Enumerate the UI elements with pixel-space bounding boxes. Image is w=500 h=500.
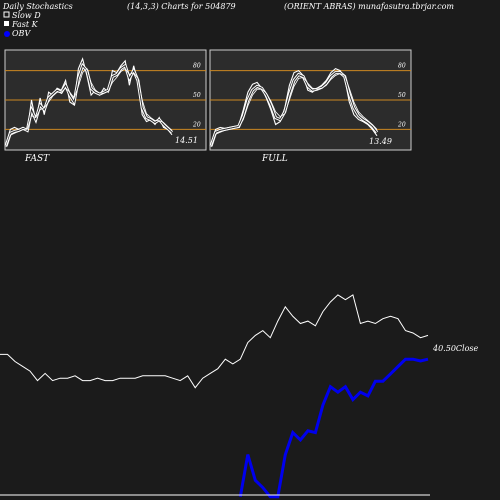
chart-company: (ORIENT ABRAS) munafasutra.tbrjar.com — [284, 2, 454, 11]
full-stochastic-panel: 80 50 20 13.49 FULL — [209, 49, 412, 164]
fast-caption: FAST — [24, 154, 50, 164]
full-d-line — [210, 72, 378, 147]
fast-tick-20: 20 — [192, 121, 201, 128]
full-end-value: 13.49 — [369, 137, 392, 146]
full-signal-line — [210, 73, 378, 148]
full-caption: FULL — [261, 154, 288, 164]
fast-tick-80: 80 — [193, 63, 201, 70]
obv-line — [238, 357, 429, 499]
legend-obv-swatch — [4, 31, 10, 37]
fast-tick-50: 50 — [193, 92, 201, 99]
legend-obv-label: OBV — [12, 29, 31, 38]
fast-d-line — [5, 64, 173, 147]
close-price-line — [0, 294, 429, 389]
legend-slow-d-swatch — [3, 11, 10, 18]
full-tick-20: 20 — [397, 121, 406, 128]
legend-fast-k-label: Fast K — [11, 20, 39, 29]
fast-signal-line — [5, 67, 173, 148]
chart-params: (14,3,3) Charts for 504879 — [127, 2, 236, 11]
legend-fast-k-swatch — [4, 21, 9, 26]
full-tick-80: 80 — [398, 63, 406, 70]
close-end-label: 40.50Close — [432, 344, 479, 353]
fast-stochastic-panel: 80 50 20 14.51 FAST — [4, 49, 207, 164]
price-obv-panel: 40.50Close — [0, 294, 479, 499]
fast-end-value: 14.51 — [175, 136, 198, 145]
legend-slow-d-label: Slow D — [12, 11, 41, 20]
legend: Slow D Fast K OBV — [3, 11, 41, 38]
full-tick-50: 50 — [398, 92, 406, 99]
chart-title: Daily Stochastics — [2, 2, 73, 11]
